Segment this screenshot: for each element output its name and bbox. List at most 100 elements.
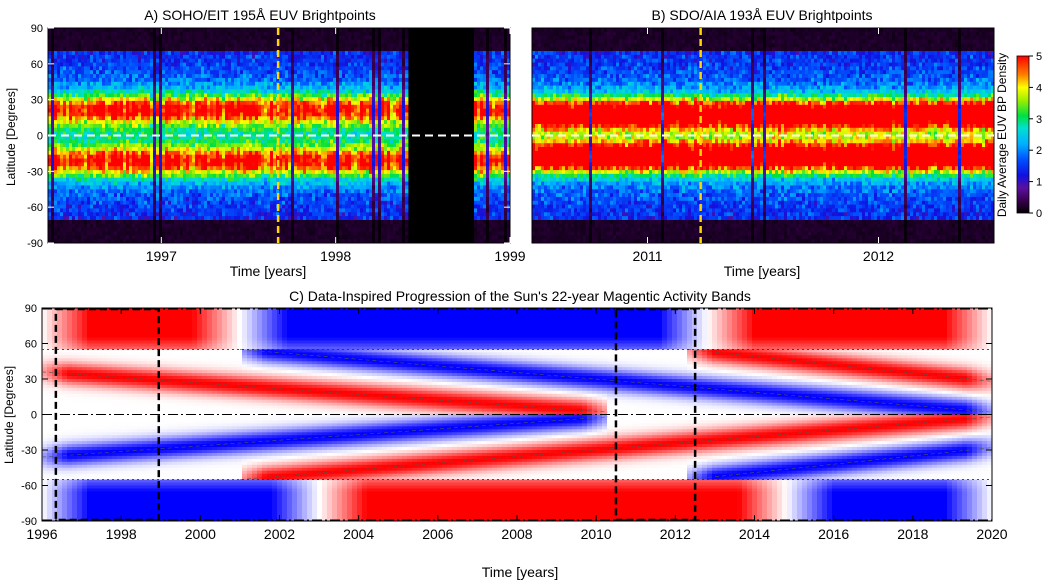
- density-cell: [105, 166, 108, 170]
- density-cell: [78, 116, 81, 120]
- density-cell: [54, 66, 57, 70]
- density-cell: [81, 205, 84, 209]
- density-cell: [60, 208, 63, 212]
- density-cell: [66, 63, 69, 67]
- density-cell: [72, 193, 75, 197]
- density-cell: [60, 116, 63, 120]
- density-cell: [78, 109, 81, 113]
- density-cell: [63, 74, 66, 78]
- density-cell: [54, 208, 57, 212]
- density-cell: [66, 86, 69, 90]
- density-cell: [51, 40, 54, 44]
- density-cell: [102, 63, 105, 67]
- density-cell: [78, 113, 81, 117]
- density-cell: [57, 28, 60, 32]
- density-cell: [75, 232, 78, 236]
- density-cell: [48, 185, 51, 189]
- density-cell: [108, 43, 111, 47]
- density-cell: [87, 151, 90, 155]
- density-cell: [84, 201, 87, 205]
- density-cell: [69, 109, 72, 113]
- density-cell: [90, 212, 93, 216]
- density-cell: [87, 174, 90, 178]
- density-cell: [96, 143, 99, 147]
- density-cell: [75, 205, 78, 209]
- density-cell: [90, 89, 93, 93]
- density-cell: [78, 235, 81, 239]
- density-cell: [69, 116, 72, 120]
- density-cell: [78, 128, 81, 132]
- density-cell: [114, 116, 117, 120]
- density-cell: [54, 178, 57, 182]
- density-cell: [66, 201, 69, 205]
- density-cell: [111, 97, 114, 101]
- density-cell: [102, 101, 105, 105]
- density-cell: [111, 109, 114, 113]
- density-cell: [111, 43, 114, 47]
- density-cell: [108, 105, 111, 109]
- density-cell: [99, 63, 102, 67]
- density-cell: [69, 155, 72, 159]
- density-cell: [93, 220, 96, 224]
- density-cell: [72, 124, 75, 128]
- density-cell: [63, 155, 66, 159]
- density-cell: [96, 63, 99, 67]
- density-cell: [84, 205, 87, 209]
- density-cell: [87, 78, 90, 82]
- panel-a-title: A) SOHO/EIT 195Å EUV Brightpoints: [144, 7, 376, 23]
- density-cell: [108, 82, 111, 86]
- density-cell: [66, 43, 69, 47]
- density-cell: [90, 124, 93, 128]
- density-cell: [57, 212, 60, 216]
- density-cell: [99, 174, 102, 178]
- density-cell: [57, 208, 60, 212]
- density-cell: [57, 201, 60, 205]
- density-cell: [51, 120, 54, 124]
- density-cell: [84, 105, 87, 109]
- density-cell: [108, 74, 111, 78]
- density-cell: [69, 139, 72, 143]
- density-cell: [54, 205, 57, 209]
- density-cell: [66, 120, 69, 124]
- density-cell: [57, 232, 60, 236]
- density-cell: [75, 40, 78, 44]
- density-cell: [84, 78, 87, 82]
- density-cell: [51, 32, 54, 36]
- density-cell: [93, 228, 96, 232]
- density-cell: [81, 59, 84, 63]
- density-cell: [78, 208, 81, 212]
- density-cell: [105, 220, 108, 224]
- density-cell: [57, 155, 60, 159]
- density-cell: [51, 178, 54, 182]
- density-cell: [51, 93, 54, 97]
- density-cell: [51, 208, 54, 212]
- density-cell: [93, 55, 96, 59]
- density-cell: [102, 40, 105, 44]
- density-cell: [63, 28, 66, 32]
- density-cell: [69, 82, 72, 86]
- density-cell: [111, 93, 114, 97]
- density-cell: [93, 178, 96, 182]
- density-cell: [108, 224, 111, 228]
- density-cell: [90, 174, 93, 178]
- density-cell: [108, 93, 111, 97]
- density-cell: [48, 166, 51, 170]
- density-cell: [75, 63, 78, 67]
- density-cell: [48, 197, 51, 201]
- density-cell: [90, 185, 93, 189]
- density-cell: [105, 155, 108, 159]
- density-cell: [54, 93, 57, 97]
- density-cell: [102, 228, 105, 232]
- density-cell: [69, 40, 72, 44]
- density-cell: [99, 74, 102, 78]
- density-cell: [75, 159, 78, 163]
- density-cell: [105, 120, 108, 124]
- density-cell: [78, 82, 81, 86]
- density-cell: [93, 193, 96, 197]
- density-cell: [78, 43, 81, 47]
- density-cell: [105, 228, 108, 232]
- density-cell: [105, 232, 108, 236]
- density-cell: [84, 185, 87, 189]
- density-cell: [108, 178, 111, 182]
- density-cell: [75, 224, 78, 228]
